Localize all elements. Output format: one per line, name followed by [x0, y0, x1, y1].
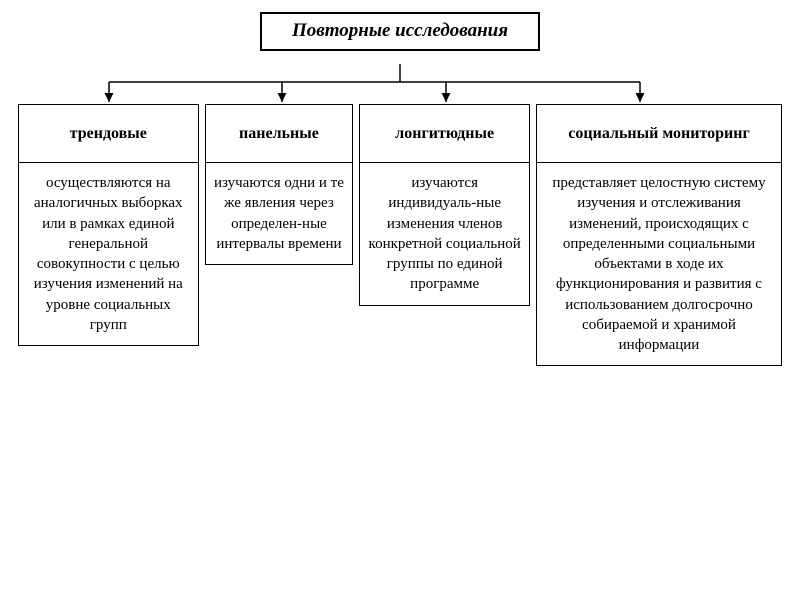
column-body: изучаются индивидуаль-ные изменения член… — [360, 163, 529, 305]
root-node: Повторные исследования — [260, 12, 540, 51]
column-panel: панельные изучаются одни и те же явления… — [205, 104, 354, 265]
columns-container: трендовые осуществляются на аналогичных … — [18, 104, 782, 366]
column-body-text: осуществляются на аналогичных выборках и… — [34, 175, 183, 333]
column-body-text: изучаются индивидуаль-ные изменения член… — [369, 175, 521, 292]
column-monitoring: социальный мониторинг представляет целос… — [536, 104, 782, 366]
column-header: лонгитюдные — [360, 105, 529, 163]
column-header-text: трендовые — [70, 124, 147, 143]
column-header-text: лонгитюдные — [395, 124, 494, 143]
column-trend: трендовые осуществляются на аналогичных … — [18, 104, 199, 346]
column-body: изучаются одни и те же явления через опр… — [206, 163, 353, 264]
column-header: социальный мониторинг — [537, 105, 781, 163]
root-title: Повторные исследования — [292, 20, 508, 41]
column-header: панельные — [206, 105, 353, 163]
column-longitudinal: лонгитюдные изучаются индивидуаль-ные из… — [359, 104, 530, 306]
column-body: осуществляются на аналогичных выборках и… — [19, 163, 198, 345]
column-body-text: представляет целостную систему изучения … — [552, 175, 765, 353]
column-header: трендовые — [19, 105, 198, 163]
column-body-text: изучаются одни и те же явления через опр… — [214, 175, 344, 252]
column-body: представляет целостную систему изучения … — [537, 163, 781, 365]
column-header-text: панельные — [239, 124, 319, 143]
column-header-text: социальный мониторинг — [568, 124, 749, 143]
